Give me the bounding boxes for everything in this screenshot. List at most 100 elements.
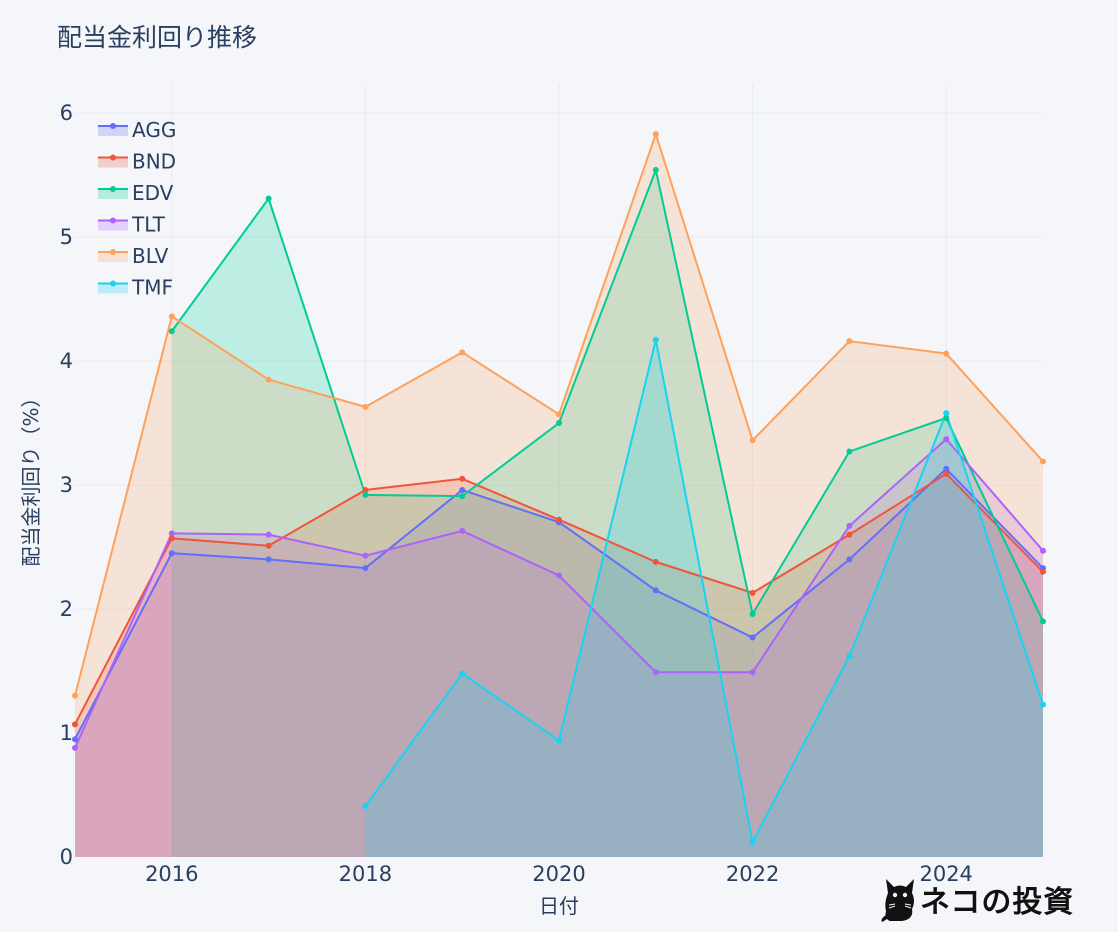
legend-label: AGG <box>132 118 176 142</box>
point-agg[interactable] <box>846 556 853 563</box>
point-edv[interactable] <box>556 420 562 426</box>
legend-swatch-fill <box>98 189 128 199</box>
x-tick-label: 2024 <box>919 862 972 886</box>
point-blv[interactable] <box>1040 458 1046 465</box>
point-edv[interactable] <box>362 491 369 498</box>
point-tlt[interactable] <box>362 552 369 559</box>
legend-item-bnd[interactable]: BND <box>98 150 176 174</box>
point-bnd[interactable] <box>72 721 78 728</box>
point-bnd[interactable] <box>459 475 466 482</box>
point-tlt[interactable] <box>168 530 175 537</box>
axes: 0 1 2 3 4 5 6 2016 2018 2020 2022 2024 <box>60 101 973 886</box>
point-edv[interactable] <box>652 167 659 174</box>
legend-label: TLT <box>131 213 166 237</box>
point-edv[interactable] <box>265 195 272 202</box>
legend-label: EDV <box>132 181 174 205</box>
point-tmf[interactable] <box>749 839 756 846</box>
y-tick-label: 0 <box>60 845 73 869</box>
x-tick-label: 2016 <box>145 862 198 886</box>
point-edv[interactable] <box>168 328 175 335</box>
point-bnd[interactable] <box>362 486 369 493</box>
black-cat-icon <box>881 879 914 922</box>
x-tick-label: 2018 <box>339 862 392 886</box>
point-agg[interactable] <box>265 556 272 563</box>
y-tick-label: 4 <box>60 349 73 373</box>
legend-item-edv[interactable]: EDV <box>98 181 174 205</box>
legend-swatch-marker <box>110 154 116 161</box>
point-edv[interactable] <box>943 415 950 422</box>
point-tlt[interactable] <box>1040 547 1046 554</box>
point-tlt[interactable] <box>556 572 562 579</box>
point-edv[interactable] <box>459 493 466 500</box>
point-bnd[interactable] <box>943 470 950 477</box>
point-bnd[interactable] <box>749 589 756 596</box>
line-tmf <box>364 339 1044 846</box>
x-axis-title: 日付 <box>539 894 579 918</box>
point-blv[interactable] <box>749 437 756 444</box>
legend-swatch-marker <box>110 217 116 224</box>
point-bnd[interactable] <box>265 542 272 549</box>
point-blv[interactable] <box>556 411 562 418</box>
point-tmf[interactable] <box>362 803 369 810</box>
point-agg[interactable] <box>749 634 756 641</box>
point-edv[interactable] <box>1040 618 1046 625</box>
legend-swatch-marker <box>110 123 116 129</box>
point-agg[interactable] <box>459 486 466 493</box>
point-bnd[interactable] <box>1040 568 1046 575</box>
point-tmf[interactable] <box>652 336 659 343</box>
point-bnd[interactable] <box>846 531 853 538</box>
legend-swatch-fill <box>98 126 128 136</box>
point-tmf[interactable] <box>459 670 466 677</box>
point-blv[interactable] <box>72 692 78 699</box>
line-edv <box>170 166 1044 622</box>
point-agg[interactable] <box>362 565 369 572</box>
point-tlt[interactable] <box>652 669 659 676</box>
point-agg[interactable] <box>168 550 175 557</box>
legend-item-blv[interactable]: BLV <box>98 244 169 268</box>
point-tlt[interactable] <box>943 436 950 443</box>
legend-swatch-fill <box>98 252 128 262</box>
y-tick-label: 1 <box>60 721 73 745</box>
watermark: ネコの投資 <box>880 875 1074 923</box>
point-bnd[interactable] <box>556 516 562 523</box>
point-tlt[interactable] <box>72 744 78 751</box>
area-agg <box>75 468 1043 857</box>
point-blv[interactable] <box>265 376 272 383</box>
point-agg[interactable] <box>943 465 950 472</box>
point-blv[interactable] <box>652 131 659 138</box>
legend-label: BLV <box>132 244 169 268</box>
point-tlt[interactable] <box>459 527 466 534</box>
legend-item-tlt[interactable]: TLT <box>98 213 166 237</box>
legend[interactable]: AGG BND EDV TLT BLV TMF <box>98 118 176 300</box>
point-bnd[interactable] <box>168 535 175 542</box>
series-markers <box>72 131 1046 846</box>
area-bnd <box>75 473 1043 857</box>
point-agg[interactable] <box>72 736 78 743</box>
x-tick-label: 2020 <box>532 862 585 886</box>
chart-title: 配当金利回り推移 <box>57 23 258 52</box>
point-tmf[interactable] <box>846 653 853 660</box>
point-blv[interactable] <box>362 403 369 410</box>
point-tlt[interactable] <box>265 531 272 538</box>
point-blv[interactable] <box>168 313 175 320</box>
legend-item-agg[interactable]: AGG <box>98 118 176 142</box>
point-blv[interactable] <box>846 338 853 345</box>
point-tlt[interactable] <box>749 669 756 676</box>
point-blv[interactable] <box>943 350 950 357</box>
y-axis-title: 配当金利回り（%） <box>19 387 43 566</box>
legend-swatch-marker <box>110 249 116 255</box>
point-tmf[interactable] <box>943 410 950 417</box>
point-tmf[interactable] <box>556 737 562 744</box>
point-edv[interactable] <box>749 610 756 617</box>
legend-label: TMF <box>131 276 173 300</box>
point-edv[interactable] <box>846 448 853 455</box>
point-tlt[interactable] <box>846 522 853 529</box>
point-agg[interactable] <box>652 587 659 594</box>
point-tmf[interactable] <box>1040 701 1046 708</box>
point-blv[interactable] <box>459 349 466 356</box>
legend-item-tmf[interactable]: TMF <box>98 276 173 300</box>
y-tick-label: 6 <box>60 101 73 125</box>
watermark-text: ネコの投資 <box>920 885 1075 920</box>
point-bnd[interactable] <box>652 558 659 565</box>
